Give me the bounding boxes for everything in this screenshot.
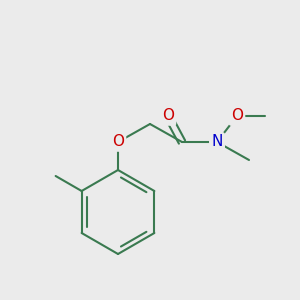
Text: O: O [112,134,124,149]
Text: O: O [162,109,174,124]
Text: N: N [211,134,223,149]
Text: O: O [231,109,243,124]
